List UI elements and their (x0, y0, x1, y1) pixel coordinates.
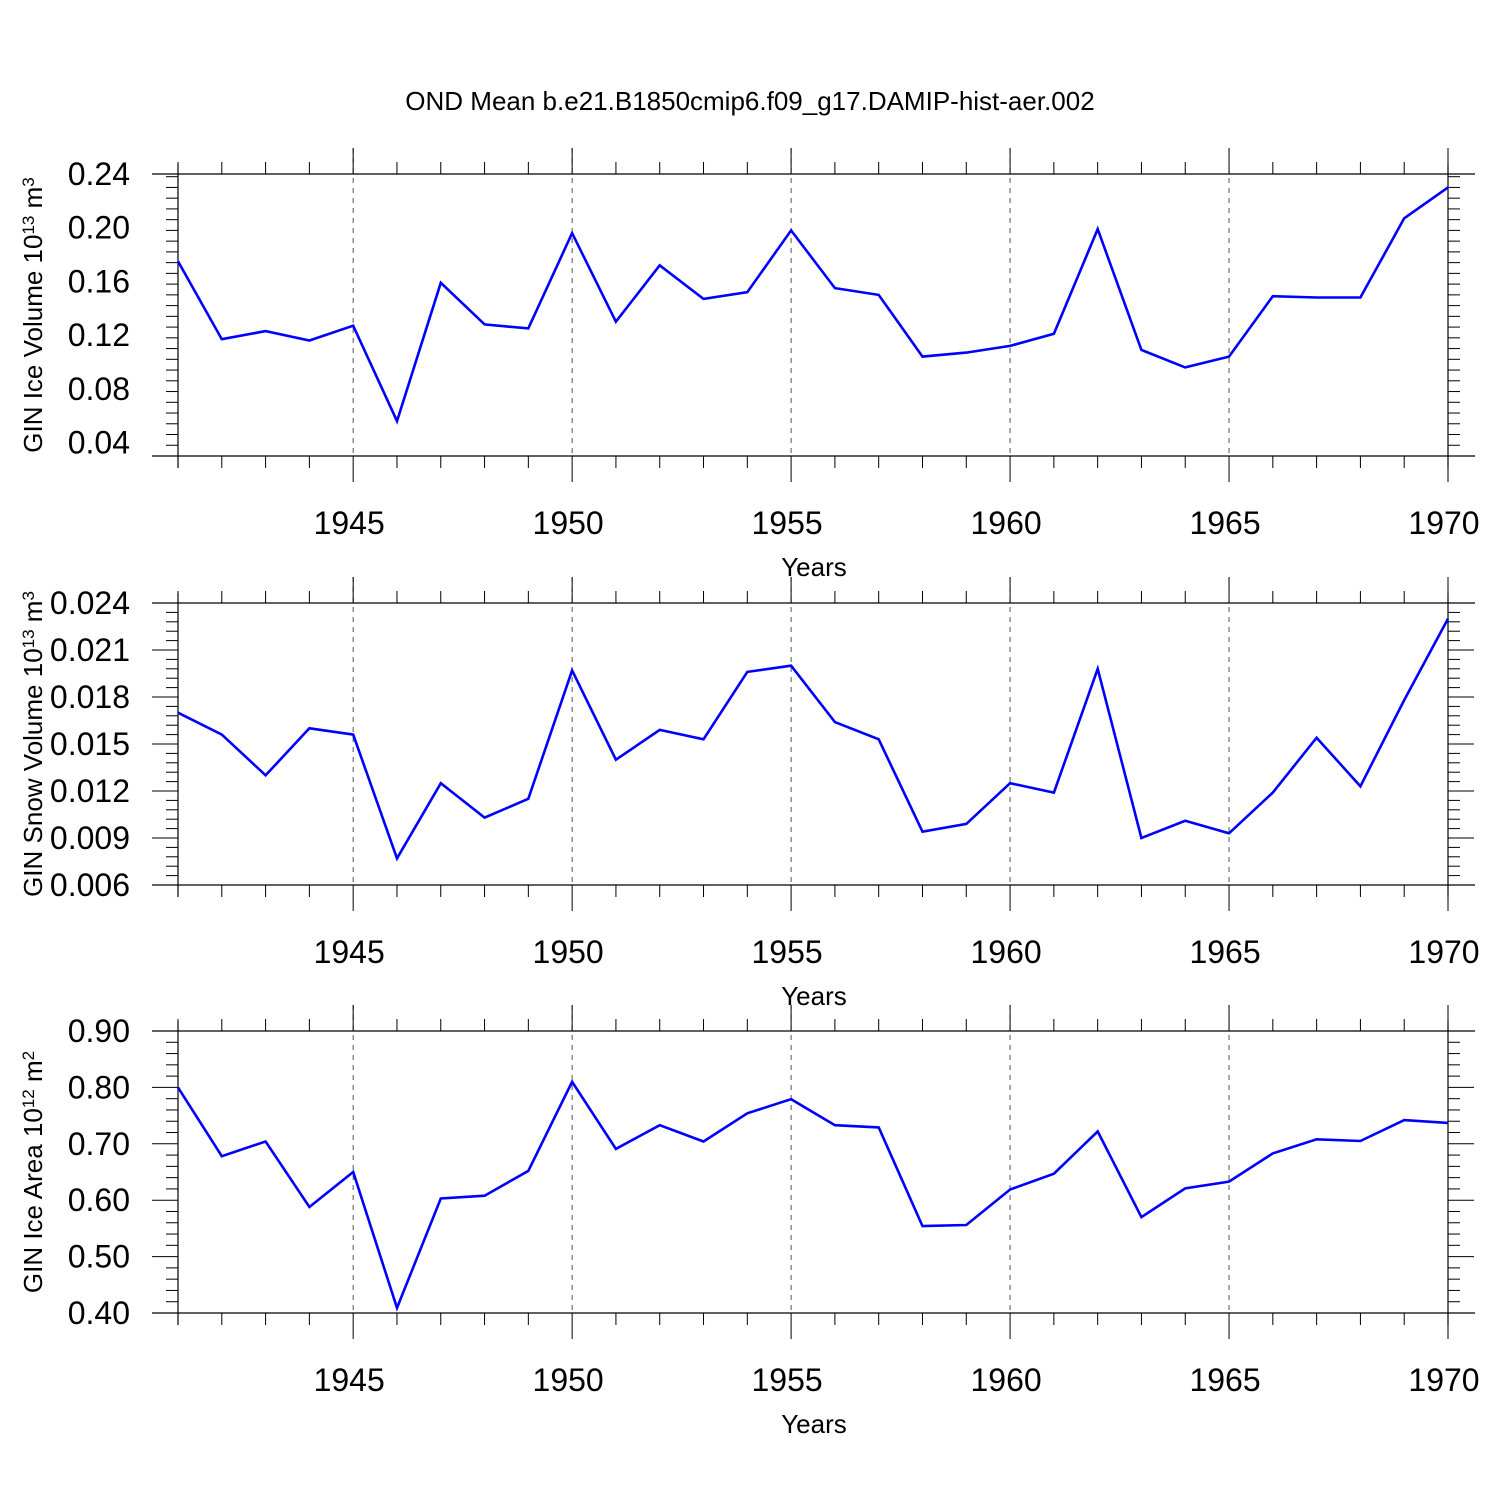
y-axis-label-part: GIN Ice Area 10 (18, 1108, 48, 1293)
panel-1: 0.04 0.08 0.12 0.16 0.20 0.24 1945 1950 1955 1960… (18, 148, 1480, 582)
y-tick-label: 0.018 (50, 679, 130, 715)
y-tick-label: 0.024 (50, 585, 130, 621)
figure-title: OND Mean b.e21.B1850cmip6.f09_g17.DAMIP-… (405, 86, 1094, 116)
y-tick-label: 0.24 (68, 156, 130, 192)
x-tick-label: 1970 (1408, 1362, 1479, 1398)
x-tick-label: 1955 (752, 934, 823, 970)
y-tick-label: 0.012 (50, 773, 130, 809)
y-axis-label-part: m (18, 601, 48, 630)
y-axis-label: GIN Snow Volume 1013 m3 (18, 591, 48, 897)
y-axis-label: GIN Ice Area 1012 m2 (18, 1051, 48, 1293)
y-tick-label: 0.009 (50, 820, 130, 856)
x-tick-label: 1955 (752, 1362, 823, 1398)
x-tick-label: 1945 (314, 934, 385, 970)
x-axis-label: Years (781, 552, 847, 582)
y-tick-label: 0.70 (68, 1126, 130, 1162)
y-tick-label: 0.40 (68, 1295, 130, 1331)
x-axis-label: Years (781, 1409, 847, 1439)
y-axis-label-part: m (18, 1060, 48, 1089)
x-tick-label: 1965 (1189, 1362, 1260, 1398)
x-tick-label: 1970 (1408, 934, 1479, 970)
y-tick-label: 0.021 (50, 632, 130, 668)
y-tick-label: 0.60 (68, 1182, 130, 1218)
x-tick-label: 1945 (314, 505, 385, 541)
y-axis-label-superscript: 13 (19, 629, 38, 648)
panel-2: 0.006 0.009 0.012 0.015 0.018 0.021 0.024 1945 1… (18, 577, 1480, 1011)
x-tick-label: 1950 (533, 1362, 604, 1398)
series-line (176, 186, 1449, 425)
x-tick-label: 1970 (1408, 505, 1479, 541)
x-tick-label: 1960 (970, 505, 1041, 541)
y-axis-label-superscript: 3 (19, 177, 38, 186)
y-axis-label-superscript: 12 (19, 1089, 38, 1108)
series-line (177, 618, 1450, 862)
x-tick-label: 1965 (1189, 505, 1260, 541)
y-tick-label: 0.12 (68, 317, 130, 353)
y-axis-label-part: GIN Ice Volume 10 (18, 235, 48, 453)
x-axis-label: Years (781, 981, 847, 1011)
y-tick-label: 0.90 (68, 1013, 130, 1049)
series-line (176, 1079, 1449, 1312)
x-tick-label: 1950 (533, 934, 604, 970)
x-tick-label: 1965 (1189, 934, 1260, 970)
x-tick-label: 1960 (970, 1362, 1041, 1398)
y-tick-label: 0.16 (68, 263, 130, 299)
y-axis-label-superscript: 13 (19, 216, 38, 235)
x-tick-label: 1955 (752, 505, 823, 541)
y-tick-label: 0.20 (68, 210, 130, 246)
x-tick-label: 1950 (533, 505, 604, 541)
y-tick-label: 0.50 (68, 1239, 130, 1275)
y-tick-label: 0.006 (50, 867, 130, 903)
y-axis-label: GIN Ice Volume 1013 m3 (18, 177, 48, 453)
y-axis-label-superscript: 2 (19, 1051, 38, 1060)
y-tick-label: 0.015 (50, 726, 130, 762)
y-axis-label-part: GIN Snow Volume 10 (18, 648, 48, 897)
x-tick-label: 1960 (970, 934, 1041, 970)
y-tick-label: 0.80 (68, 1069, 130, 1105)
panel-3: 0.40 0.50 0.60 0.70 0.80 0.90 1945 1950 1955 1960… (18, 1005, 1480, 1439)
y-tick-label: 0.08 (68, 371, 130, 407)
y-tick-label: 0.04 (68, 425, 130, 461)
y-axis-label-superscript: 3 (19, 591, 38, 600)
x-tick-label: 1945 (314, 1362, 385, 1398)
panels: 0.04 0.08 0.12 0.16 0.20 0.24 1945 1950 1955 1960… (18, 148, 1480, 1439)
y-axis-label-part: m (18, 187, 48, 216)
